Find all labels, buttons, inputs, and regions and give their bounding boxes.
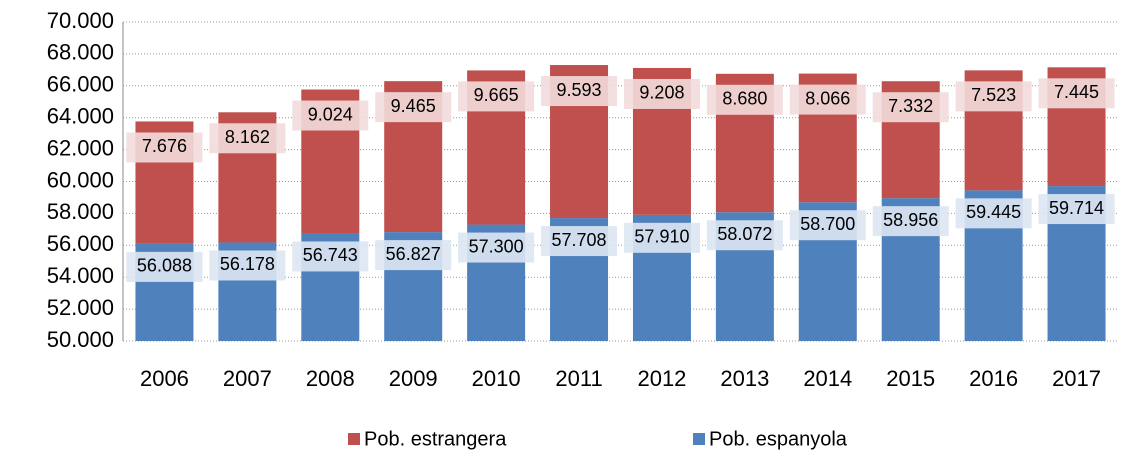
data-label: 56.088 <box>137 256 192 276</box>
x-tick-label: 2007 <box>223 366 272 391</box>
data-label-bg <box>706 84 783 115</box>
data-label-bg <box>955 198 1032 229</box>
data-label-bg <box>789 210 866 241</box>
data-label: 56.178 <box>220 254 275 274</box>
data-label-bg <box>541 76 618 107</box>
data-label: 57.910 <box>634 227 689 247</box>
y-tick-label: 62.000 <box>47 135 114 160</box>
data-label: 7.445 <box>1054 82 1099 102</box>
y-tick-label: 66.000 <box>47 72 114 97</box>
data-label: 9.593 <box>557 80 602 100</box>
data-label-bg <box>375 92 452 123</box>
data-label-bg <box>292 241 369 272</box>
y-tick-label: 50.000 <box>47 327 114 352</box>
legend-label: Pob. estrangera <box>364 428 507 450</box>
y-tick-label: 58.000 <box>47 199 114 224</box>
data-label: 7.523 <box>971 85 1016 105</box>
data-label-bg <box>292 100 369 131</box>
data-label: 57.300 <box>469 236 524 256</box>
data-label: 58.072 <box>717 224 772 244</box>
x-tick-label: 2006 <box>140 366 189 391</box>
data-label: 59.714 <box>1049 198 1104 218</box>
y-tick-label: 64.000 <box>47 104 114 129</box>
y-tick-label: 70.000 <box>47 8 114 33</box>
data-label-bg <box>375 240 452 271</box>
data-label: 9.208 <box>639 83 684 103</box>
data-label-bg <box>955 81 1032 112</box>
data-label: 56.827 <box>386 244 441 264</box>
x-tick-label: 2010 <box>472 366 521 391</box>
y-tick-label: 56.000 <box>47 231 114 256</box>
data-label-bg <box>706 220 783 251</box>
data-label-bg <box>126 132 203 163</box>
y-tick-label: 68.000 <box>47 40 114 65</box>
x-tick-label: 2009 <box>389 366 438 391</box>
data-label-bg <box>209 123 286 154</box>
data-label: 58.700 <box>800 214 855 234</box>
x-tick-label: 2017 <box>1052 366 1101 391</box>
x-tick-label: 2008 <box>306 366 355 391</box>
data-label-bg <box>1038 78 1115 109</box>
data-label-bg <box>458 81 535 112</box>
x-tick-label: 2016 <box>969 366 1018 391</box>
x-tick-label: 2013 <box>720 366 769 391</box>
legend-swatch <box>693 433 705 445</box>
data-label-bg <box>872 92 949 123</box>
data-label-bg <box>1038 194 1115 225</box>
x-tick-label: 2012 <box>637 366 686 391</box>
data-label: 59.445 <box>966 202 1021 222</box>
data-label-bg <box>126 251 203 282</box>
y-tick-label: 54.000 <box>47 263 114 288</box>
data-label: 58.956 <box>883 210 938 230</box>
x-tick-label: 2014 <box>803 366 852 391</box>
data-label: 9.465 <box>391 96 436 116</box>
data-label-bg <box>623 78 700 109</box>
data-label: 7.676 <box>142 136 187 156</box>
data-label: 7.332 <box>888 96 933 116</box>
data-label-bg <box>458 232 535 263</box>
y-tick-label: 60.000 <box>47 167 114 192</box>
data-label: 8.066 <box>805 88 850 108</box>
data-label: 9.024 <box>308 104 353 124</box>
data-label: 56.743 <box>303 245 358 265</box>
data-label: 9.665 <box>474 85 519 105</box>
data-label: 57.708 <box>552 230 607 250</box>
x-tick-label: 2011 <box>555 366 602 391</box>
data-label-bg <box>541 226 618 257</box>
data-label-bg <box>623 222 700 253</box>
legend-swatch <box>348 433 360 445</box>
x-tick-label: 2015 <box>886 366 935 391</box>
data-label: 8.680 <box>722 89 767 109</box>
data-label: 8.162 <box>225 127 270 147</box>
data-label-bg <box>789 84 866 115</box>
legend-label: Pob. espanyola <box>709 428 848 450</box>
data-label-bg <box>872 206 949 237</box>
data-label-bg <box>209 250 286 281</box>
y-tick-label: 52.000 <box>47 295 114 320</box>
